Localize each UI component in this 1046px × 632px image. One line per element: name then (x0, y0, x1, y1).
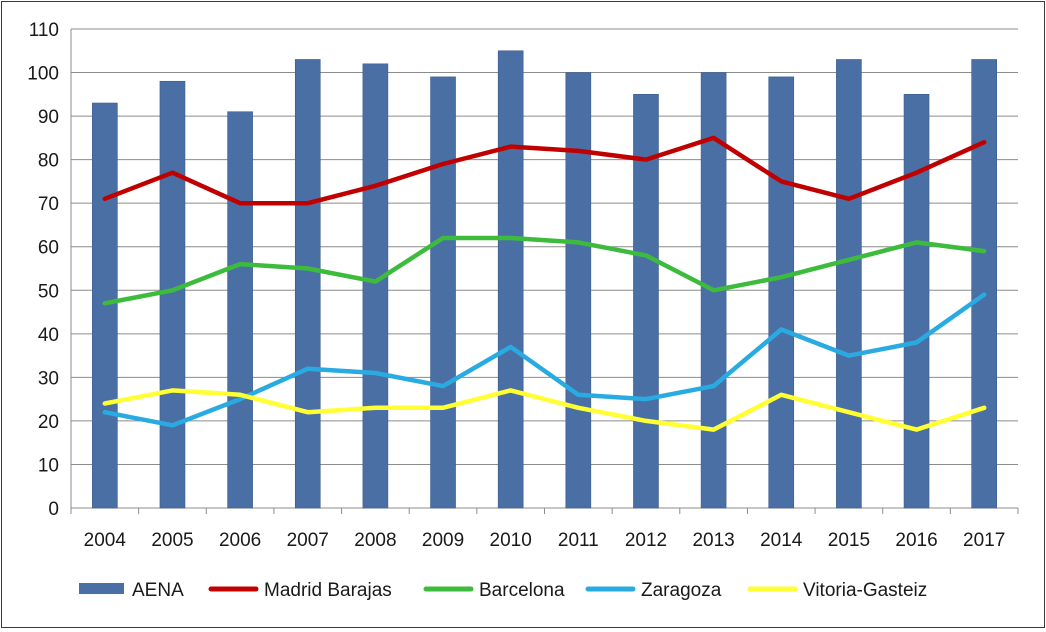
y-tick-label-20: 20 (38, 412, 59, 433)
bar-series (92, 50, 997, 509)
bar-aena-2008 (362, 63, 389, 509)
y-tick-label-80: 80 (38, 151, 59, 172)
y-axis: 0 10 20 30 40 50 60 70 80 90 100 110 (27, 20, 72, 520)
line-vitoria-gasteiz (102, 388, 987, 432)
y-tick-label-100: 100 (27, 64, 59, 85)
line-zaragoza (102, 292, 987, 428)
bar-aena-2014 (768, 76, 795, 509)
bar-aena-2011 (565, 72, 592, 509)
x-axis: 2004 2005 2006 2007 2008 2009 2010 2011 2012 2013… (70, 508, 1019, 551)
legend-label-vitoria-gasteiz: Vitoria-Gasteiz (803, 580, 927, 601)
x-tick-label-2008: 2008 (354, 530, 396, 551)
y-tick-label-30: 30 (38, 368, 59, 389)
x-tick-label-2013: 2013 (692, 530, 734, 551)
x-tick-label-2006: 2006 (219, 530, 261, 551)
y-tick-label-40: 40 (38, 325, 59, 346)
bar-aena-2010 (497, 50, 524, 509)
legend-label-barcelona: Barcelona (479, 580, 565, 601)
x-tick-label-2007: 2007 (287, 530, 329, 551)
x-tick-label-2015: 2015 (828, 530, 870, 551)
line-series (102, 135, 987, 432)
x-tick-label-2004: 2004 (84, 530, 127, 551)
legend-label-zaragoza: Zaragoza (641, 580, 722, 601)
bar-aena-2016 (903, 94, 930, 509)
legend-label-aena: AENA (132, 580, 184, 601)
y-tick-label-50: 50 (38, 281, 59, 302)
legend: AENA Madrid Barajas Barcelona Zaragoza Vitor… (79, 580, 927, 601)
x-tick-label-2010: 2010 (490, 530, 532, 551)
y-tick-label-10: 10 (38, 455, 59, 476)
legend-item-barcelona: Barcelona (423, 580, 565, 601)
legend-item-vitoria-gasteiz: Vitoria-Gasteiz (747, 580, 927, 601)
y-tick-label-70: 70 (38, 194, 59, 215)
line-madrid-barajas (102, 135, 987, 206)
legend-item-zaragoza: Zaragoza (585, 580, 722, 601)
y-tick-label-90: 90 (38, 107, 59, 128)
bar-aena-2012 (633, 94, 659, 509)
legend-swatch-aena (79, 583, 124, 594)
bar-aena-2009 (430, 76, 456, 509)
gridlines (71, 28, 1018, 509)
bar-aena-2005 (159, 80, 186, 509)
y-tick-label-60: 60 (38, 238, 59, 259)
x-tick-label-2009: 2009 (422, 530, 464, 551)
legend-item-madrid-barajas: Madrid Barajas (208, 580, 392, 601)
x-tick-label-2017: 2017 (963, 530, 1005, 551)
x-tick-label-2011: 2011 (558, 530, 599, 551)
x-tick-label-2016: 2016 (895, 530, 937, 551)
x-tick-label-2014: 2014 (760, 530, 803, 551)
bar-aena-2017 (971, 59, 997, 509)
bar-aena-2006 (227, 111, 253, 509)
bar-aena-2007 (294, 59, 321, 509)
legend-label-madrid-barajas: Madrid Barajas (264, 580, 392, 601)
x-tick-label-2012: 2012 (625, 530, 667, 551)
legend-item-aena: AENA (79, 580, 184, 601)
x-tick-label-2005: 2005 (151, 530, 193, 551)
y-tick-label-110: 110 (29, 20, 59, 41)
bar-aena-2015 (836, 59, 862, 509)
line-barcelona (102, 235, 987, 306)
y-tick-label-0: 0 (48, 499, 59, 520)
